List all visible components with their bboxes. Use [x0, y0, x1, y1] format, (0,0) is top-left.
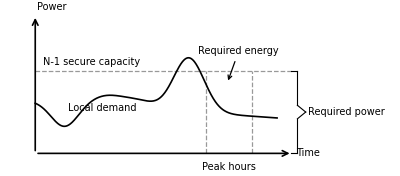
Text: Power: Power: [37, 2, 67, 12]
Text: Peak hours: Peak hours: [202, 162, 256, 172]
Text: Local demand: Local demand: [68, 103, 136, 113]
Text: Time: Time: [296, 148, 320, 158]
Text: Required energy: Required energy: [198, 46, 279, 79]
Text: N-1 secure capacity: N-1 secure capacity: [43, 56, 140, 67]
Text: Required power: Required power: [308, 107, 384, 117]
